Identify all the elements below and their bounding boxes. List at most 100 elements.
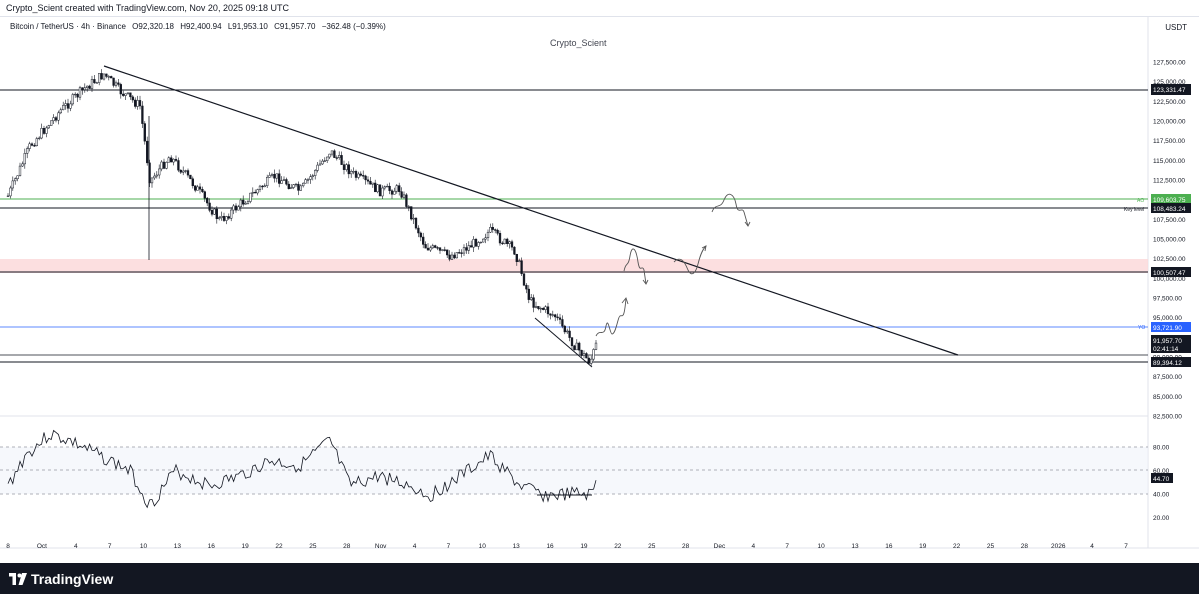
candle-body [414, 217, 418, 229]
candle-body [23, 153, 26, 165]
time-tick-label: 16 [208, 543, 216, 550]
rsi-axis[interactable]: 80.00 60.00 40.00 20.00 [1153, 445, 1170, 523]
candle-body [239, 199, 242, 208]
svg-text:93,721.90: 93,721.90 [1153, 325, 1182, 332]
candle-body [378, 184, 382, 197]
candle-body [278, 173, 281, 184]
candle-body [441, 249, 444, 251]
candle-body [462, 247, 466, 254]
time-tick-label: 25 [309, 543, 317, 550]
svg-text:44.70: 44.70 [1153, 476, 1170, 483]
badge-rsi-value: 44.70 [1151, 473, 1173, 483]
candle-body [117, 82, 120, 85]
time-tick-label: 19 [580, 543, 588, 550]
candle-body [141, 105, 144, 124]
candle-body [551, 314, 554, 316]
badge-level-bottom: 89,394.12 [1151, 357, 1191, 367]
candle-body [530, 297, 533, 300]
time-tick-label: 7 [785, 543, 789, 550]
candle-body [287, 183, 290, 190]
candle-body [558, 317, 562, 320]
candle-body [47, 125, 50, 129]
candle-body [33, 145, 36, 147]
currency-label[interactable]: USDT [1165, 23, 1187, 32]
high-value: H92,400.94 [180, 22, 222, 31]
candle-body [491, 227, 494, 230]
candle-body [201, 189, 204, 192]
candle-body [522, 273, 526, 286]
descending-trendline[interactable] [103, 65, 959, 356]
candle-body [21, 163, 24, 167]
candle-body [371, 182, 374, 185]
candle-body [494, 229, 497, 231]
time-tick-label: Nov [375, 543, 387, 550]
rsi-band [0, 447, 1148, 494]
candle-body [453, 254, 456, 259]
time-tick-label: Oct [37, 543, 47, 550]
candle-body [366, 179, 370, 182]
candle-body [270, 174, 274, 176]
svg-text:02:41:14: 02:41:14 [1153, 346, 1179, 353]
candle-body [138, 100, 142, 107]
candle-body [263, 185, 266, 188]
time-axis[interactable]: 8 Oct 4 7 10 13 16 19 22 25 28 Nov 4 7 10 13 16 19 22 25 28 D… [6, 543, 1128, 550]
wedge-line[interactable] [534, 317, 593, 368]
candle-body [580, 349, 583, 356]
symbol-legend[interactable]: Bitcoin / TetherUS · 4h · Binance O92,32… [10, 22, 390, 31]
price-tick-label: 97,500.00 [1153, 296, 1182, 303]
candle-body [568, 330, 571, 338]
candle-body [232, 205, 235, 211]
author-watermark: Crypto_Scient [550, 38, 607, 48]
candle-body [534, 306, 538, 308]
candle-body [335, 157, 338, 159]
close-value: C91,957.70 [274, 22, 316, 31]
candle-body [191, 178, 194, 187]
candle-body [448, 254, 451, 260]
candle-body [18, 165, 22, 177]
candle-body [422, 236, 425, 245]
candle-body [129, 92, 132, 98]
time-tick-label: 25 [987, 543, 995, 550]
badge-last-price: 91,957.70 02:41:14 [1151, 335, 1191, 353]
time-tick-label: 16 [546, 543, 554, 550]
candle-body [304, 179, 307, 184]
candle-body [513, 246, 516, 255]
candle-body [167, 157, 170, 163]
candle-body [506, 238, 509, 244]
candle-body [424, 244, 427, 249]
candle-body [585, 353, 588, 359]
candle-body [172, 158, 175, 163]
candle-body [503, 238, 506, 244]
candle-body [26, 148, 29, 154]
candle-body [393, 190, 396, 195]
badge-yo: 93,721.90 [1151, 322, 1191, 332]
rsi-line [7, 429, 597, 509]
candle-body [486, 231, 490, 239]
candle-body [594, 342, 598, 350]
candle-body [556, 316, 559, 319]
candle-body [266, 176, 269, 187]
candle-body [215, 208, 218, 220]
candle-body [386, 185, 389, 188]
time-tick-label: 10 [479, 543, 487, 550]
candle-body [203, 191, 206, 199]
chart-canvas[interactable]: 127,500.00 125,000.00 122,500.00 120,000.00… [0, 16, 1199, 563]
time-tick-label: 13 [174, 543, 182, 550]
candle-body [429, 247, 432, 251]
candle-body [218, 217, 221, 220]
candle-body [542, 308, 545, 310]
rsi-tick-label: 80.00 [1153, 445, 1170, 452]
candle-body [570, 337, 574, 347]
candle-body [98, 73, 101, 83]
candle-body [309, 176, 312, 180]
symbol-name: Bitcoin / TetherUS · 4h · Binance [10, 22, 126, 31]
candle-body [347, 164, 350, 175]
candle-body [146, 140, 149, 164]
brand-name: TradingView [31, 570, 114, 587]
time-tick-label: 7 [447, 543, 451, 550]
candle-body [350, 171, 353, 175]
price-tick-label: 105,000.00 [1153, 237, 1186, 244]
time-tick-label: 22 [275, 543, 283, 550]
candle-body [316, 164, 319, 171]
candle-body [362, 175, 365, 177]
